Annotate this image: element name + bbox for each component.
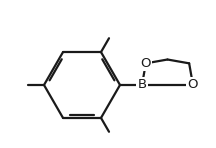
Text: B: B — [137, 78, 147, 91]
Text: O: O — [188, 78, 198, 91]
Text: O: O — [141, 57, 151, 70]
